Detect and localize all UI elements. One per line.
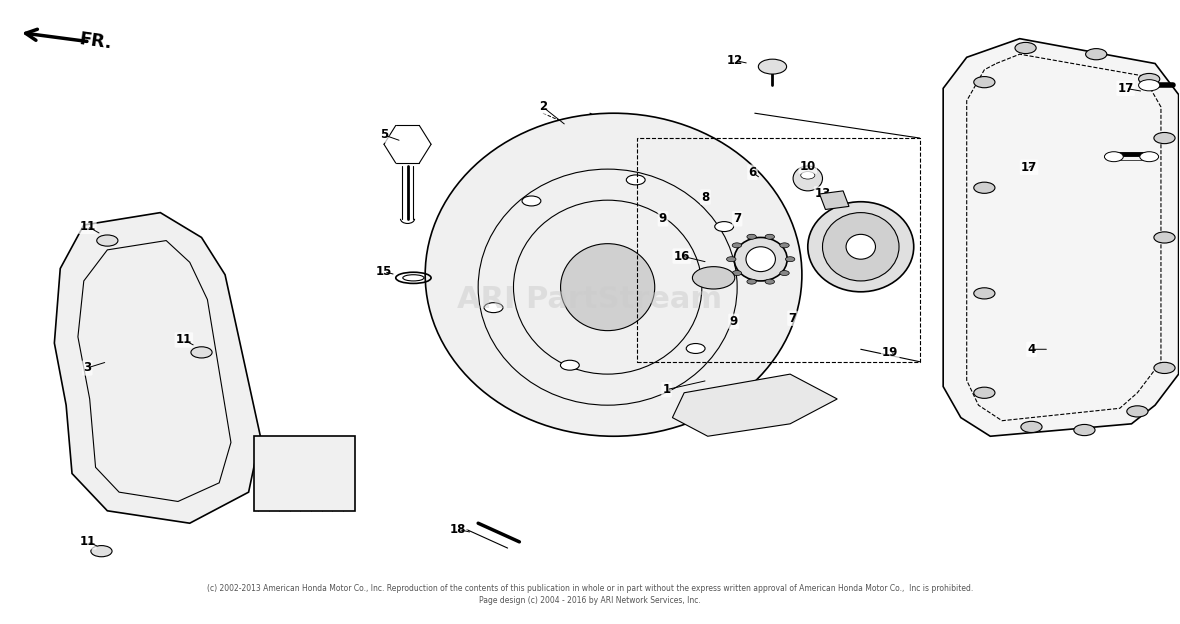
Circle shape bbox=[780, 243, 789, 248]
Text: 14: 14 bbox=[333, 439, 348, 452]
Text: 11: 11 bbox=[79, 220, 96, 233]
Ellipse shape bbox=[734, 238, 787, 281]
Circle shape bbox=[687, 344, 706, 353]
Circle shape bbox=[1139, 80, 1160, 91]
Text: 12: 12 bbox=[727, 54, 743, 67]
Circle shape bbox=[715, 222, 734, 232]
Polygon shape bbox=[943, 39, 1179, 436]
Circle shape bbox=[191, 347, 212, 358]
Circle shape bbox=[97, 235, 118, 246]
Circle shape bbox=[732, 271, 741, 276]
Circle shape bbox=[693, 266, 735, 289]
Polygon shape bbox=[673, 374, 838, 436]
Circle shape bbox=[727, 256, 736, 261]
Circle shape bbox=[1154, 232, 1175, 243]
Circle shape bbox=[974, 288, 995, 299]
Ellipse shape bbox=[746, 246, 775, 271]
Circle shape bbox=[974, 387, 995, 398]
Text: 5: 5 bbox=[380, 129, 388, 142]
Text: 4: 4 bbox=[1028, 343, 1036, 356]
Polygon shape bbox=[54, 213, 261, 523]
Circle shape bbox=[1015, 42, 1036, 54]
Circle shape bbox=[1154, 132, 1175, 144]
Polygon shape bbox=[820, 191, 848, 210]
Ellipse shape bbox=[425, 113, 802, 436]
Circle shape bbox=[732, 243, 741, 248]
Text: 11: 11 bbox=[79, 535, 96, 548]
Circle shape bbox=[1154, 363, 1175, 374]
Text: 2: 2 bbox=[539, 100, 548, 114]
Ellipse shape bbox=[560, 243, 655, 331]
Text: 17: 17 bbox=[1117, 82, 1134, 95]
Circle shape bbox=[747, 279, 756, 284]
Text: 19: 19 bbox=[881, 346, 898, 359]
Circle shape bbox=[522, 196, 540, 206]
Circle shape bbox=[91, 545, 112, 557]
Circle shape bbox=[1104, 152, 1123, 162]
Text: 9: 9 bbox=[729, 315, 738, 328]
Circle shape bbox=[1140, 152, 1159, 162]
Text: 16: 16 bbox=[674, 250, 690, 263]
Circle shape bbox=[786, 256, 795, 261]
Text: 13: 13 bbox=[815, 187, 831, 200]
Text: 7: 7 bbox=[788, 312, 796, 324]
Circle shape bbox=[765, 279, 774, 284]
Circle shape bbox=[1139, 74, 1160, 85]
Text: 3: 3 bbox=[84, 361, 91, 374]
Text: FR.: FR. bbox=[78, 31, 113, 53]
Ellipse shape bbox=[793, 166, 822, 191]
Ellipse shape bbox=[846, 235, 876, 259]
Text: 6: 6 bbox=[748, 166, 756, 178]
Text: 18: 18 bbox=[450, 523, 466, 536]
Circle shape bbox=[780, 271, 789, 276]
Circle shape bbox=[974, 182, 995, 193]
Circle shape bbox=[747, 234, 756, 239]
Circle shape bbox=[765, 234, 774, 239]
Circle shape bbox=[1021, 421, 1042, 432]
Text: 15: 15 bbox=[375, 265, 392, 278]
Text: ARI PartStream: ARI PartStream bbox=[458, 285, 722, 314]
Ellipse shape bbox=[822, 213, 899, 281]
Text: 8: 8 bbox=[701, 190, 709, 203]
FancyBboxPatch shape bbox=[255, 436, 354, 511]
Circle shape bbox=[1127, 406, 1148, 417]
Text: 11: 11 bbox=[176, 333, 192, 346]
Text: 17: 17 bbox=[1021, 161, 1037, 173]
Text: 7: 7 bbox=[733, 212, 741, 225]
Circle shape bbox=[974, 77, 995, 88]
Text: Page design (c) 2004 - 2016 by ARI Network Services, Inc.: Page design (c) 2004 - 2016 by ARI Netwo… bbox=[479, 597, 701, 605]
Circle shape bbox=[1074, 424, 1095, 436]
Ellipse shape bbox=[808, 202, 913, 292]
Text: 10: 10 bbox=[800, 160, 815, 172]
Circle shape bbox=[801, 172, 815, 179]
Text: 1: 1 bbox=[662, 383, 670, 396]
Text: (c) 2002-2013 American Honda Motor Co., Inc. Reproduction of the contents of thi: (c) 2002-2013 American Honda Motor Co., … bbox=[206, 584, 973, 593]
Circle shape bbox=[560, 360, 579, 370]
Circle shape bbox=[759, 59, 787, 74]
Circle shape bbox=[1086, 49, 1107, 60]
Circle shape bbox=[484, 303, 503, 313]
Circle shape bbox=[627, 175, 645, 185]
Text: 9: 9 bbox=[658, 212, 667, 225]
